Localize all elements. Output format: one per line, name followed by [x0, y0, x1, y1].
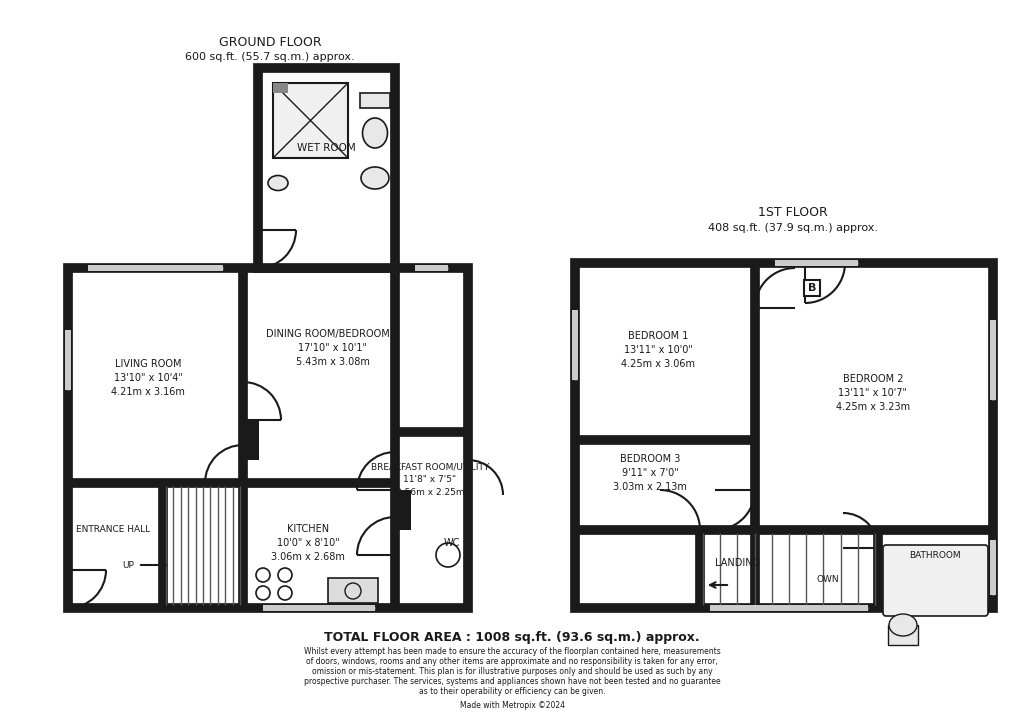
Bar — [393, 490, 411, 530]
Text: omission or mis-statement. This plan is for illustrative purposes only and shoul: omission or mis-statement. This plan is … — [311, 667, 713, 677]
Bar — [258, 68, 395, 268]
Text: ENTRANCE HALL: ENTRANCE HALL — [76, 525, 151, 535]
Text: WC: WC — [443, 538, 460, 548]
Text: of doors, windows, rooms and any other items are approximate and no responsibili: of doors, windows, rooms and any other i… — [306, 657, 718, 667]
Text: TOTAL FLOOR AREA : 1008 sq.ft. (93.6 sq.m.) approx.: TOTAL FLOOR AREA : 1008 sq.ft. (93.6 sq.… — [325, 630, 699, 644]
Text: BEDROOM 1
13'11" x 10'0"
4.25m x 3.06m: BEDROOM 1 13'11" x 10'0" 4.25m x 3.06m — [621, 331, 695, 369]
Bar — [572, 310, 578, 380]
Bar — [328, 578, 378, 603]
Bar — [273, 83, 288, 93]
Text: OWN: OWN — [817, 575, 840, 585]
Bar — [68, 268, 468, 608]
Bar — [990, 320, 996, 400]
Text: UP: UP — [122, 560, 134, 570]
Bar — [710, 605, 868, 611]
Bar — [415, 265, 449, 271]
Text: KITCHEN
10'0" x 8'10"
3.06m x 2.68m: KITCHEN 10'0" x 8'10" 3.06m x 2.68m — [271, 524, 345, 562]
Ellipse shape — [361, 167, 389, 189]
FancyBboxPatch shape — [883, 545, 988, 616]
Bar — [575, 263, 993, 608]
Text: 1ST FLOOR: 1ST FLOOR — [758, 207, 827, 220]
Text: as to their operability or efficiency can be given.: as to their operability or efficiency ca… — [419, 687, 605, 697]
Text: 408 sq.ft. (37.9 sq.m.) approx.: 408 sq.ft. (37.9 sq.m.) approx. — [708, 223, 878, 233]
Bar — [990, 540, 996, 595]
Text: LANDING: LANDING — [716, 558, 761, 568]
Text: BATHROOM: BATHROOM — [909, 550, 961, 560]
Bar — [775, 260, 858, 266]
Ellipse shape — [268, 175, 288, 190]
Ellipse shape — [889, 614, 918, 636]
Bar — [88, 265, 223, 271]
Text: 600 sq.ft. (55.7 sq.m.) approx.: 600 sq.ft. (55.7 sq.m.) approx. — [185, 52, 354, 62]
Text: Made with Metropix ©2024: Made with Metropix ©2024 — [460, 700, 564, 709]
Bar — [241, 420, 259, 460]
Ellipse shape — [362, 118, 387, 148]
Text: B: B — [808, 283, 816, 293]
Text: BEDROOM 2
13'11" x 10'7"
4.25m x 3.23m: BEDROOM 2 13'11" x 10'7" 4.25m x 3.23m — [836, 374, 910, 412]
Text: BREAKFAST ROOM/UTILITY
11'8" x 7'5"
3.56m x 2.25m: BREAKFAST ROOM/UTILITY 11'8" x 7'5" 3.56… — [371, 463, 489, 497]
Text: LIVING ROOM
13'10" x 10'4"
4.21m x 3.16m: LIVING ROOM 13'10" x 10'4" 4.21m x 3.16m — [111, 359, 185, 397]
Text: BEDROOM 3
9'11" x 7'0"
3.03m x 2.13m: BEDROOM 3 9'11" x 7'0" 3.03m x 2.13m — [613, 454, 687, 492]
Bar — [360, 93, 390, 108]
Text: GROUND FLOOR: GROUND FLOOR — [219, 36, 322, 48]
Text: DINING ROOM/BEDROOM 4
17'10" x 10'1"
5.43m x 3.08m: DINING ROOM/BEDROOM 4 17'10" x 10'1" 5.4… — [266, 329, 399, 367]
Text: WET ROOM: WET ROOM — [297, 143, 355, 153]
Bar — [65, 330, 71, 390]
Text: prospective purchaser. The services, systems and appliances shown have not been : prospective purchaser. The services, sys… — [304, 677, 720, 687]
Bar — [888, 625, 918, 645]
Bar — [273, 83, 348, 158]
Text: Whilst every attempt has been made to ensure the accuracy of the floorplan conta: Whilst every attempt has been made to en… — [304, 647, 720, 657]
Bar — [263, 605, 375, 611]
